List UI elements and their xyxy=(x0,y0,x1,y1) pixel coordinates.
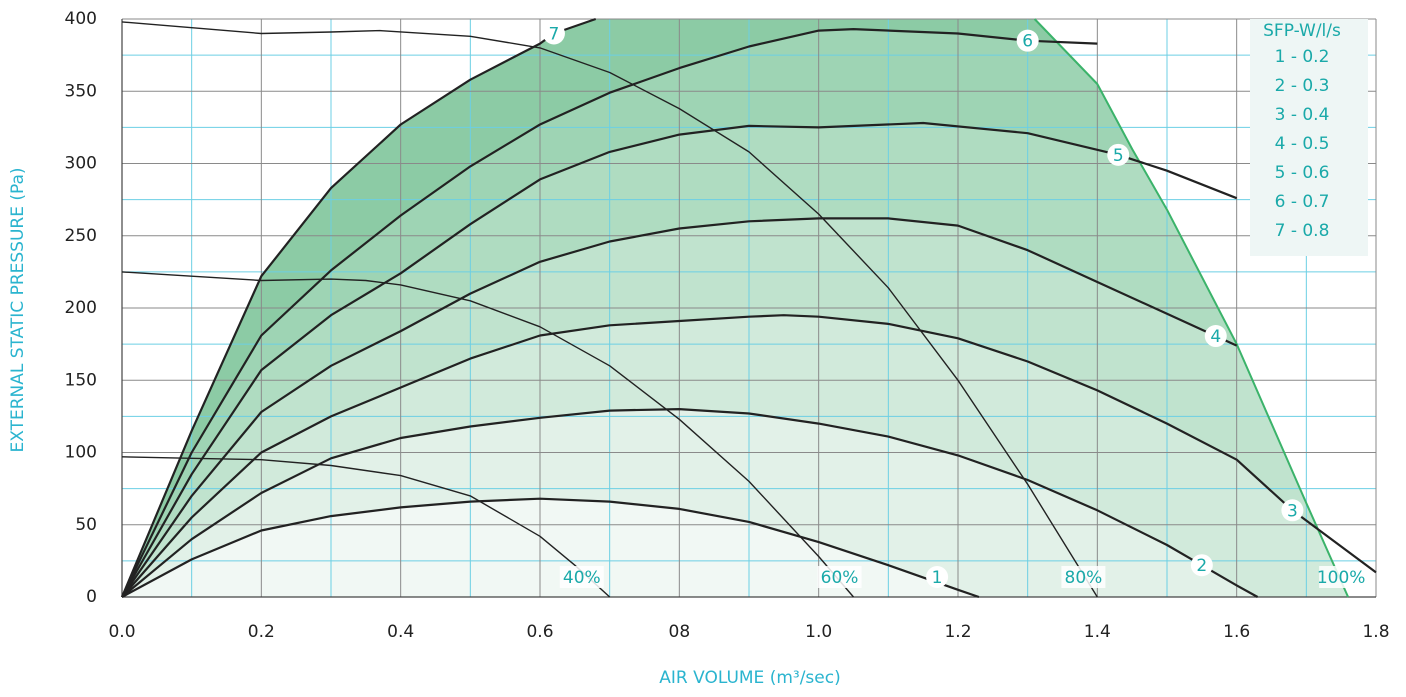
x-tick-label: 0.4 xyxy=(387,622,414,642)
legend-entry: 5 - 0.6 xyxy=(1275,163,1330,183)
curve-label: 6 xyxy=(1022,32,1033,52)
legend: SFP-W/l/s 1 - 0.2 2 - 0.3 3 - 0.4 4 - 0.5 5 -… xyxy=(1250,19,1368,256)
y-tick-label: 300 xyxy=(65,154,97,174)
speed-label: 60% xyxy=(821,568,859,588)
label-bg xyxy=(559,566,604,588)
label-bg xyxy=(1319,566,1364,588)
y-tick-label: 100 xyxy=(65,443,97,463)
y-tick-label: 50 xyxy=(75,515,97,535)
legend-title: SFP-W/l/s xyxy=(1263,21,1341,41)
curve-badge xyxy=(1190,554,1213,577)
speed-label: 80% xyxy=(1065,568,1103,588)
legend-box xyxy=(1250,19,1368,256)
curve-label: 5 xyxy=(1113,146,1124,166)
curve-badge xyxy=(1281,499,1304,522)
label-bg xyxy=(817,566,862,588)
curve-label: 7 xyxy=(549,24,560,44)
curve-label: 3 xyxy=(1287,501,1298,521)
curve-badge xyxy=(542,22,565,45)
sfp-curve xyxy=(121,408,1259,598)
legend-entry: 2 - 0.3 xyxy=(1275,76,1330,96)
sfp-curve xyxy=(121,217,1238,598)
x-axis-title: AIR VOLUME (m³/sec) xyxy=(659,668,840,688)
x-tick-label: 1.0 xyxy=(805,622,832,642)
speed-curve xyxy=(1033,18,1350,598)
x-tick-label: 1.6 xyxy=(1223,622,1250,642)
sfp-curve xyxy=(121,314,1377,598)
x-tick-label: 08 xyxy=(669,622,691,642)
sfp-curve xyxy=(121,121,1238,598)
x-tick-label: 0.6 xyxy=(526,622,553,642)
x-tick-label: 0.2 xyxy=(248,622,275,642)
speed-curve xyxy=(121,271,855,598)
label-bg xyxy=(1061,566,1106,588)
x-tick-label: 1.8 xyxy=(1362,622,1389,642)
curve-badge xyxy=(926,566,949,588)
legend-entry: 6 - 0.7 xyxy=(1275,192,1330,212)
x-tick-label: 1.4 xyxy=(1084,622,1111,642)
curve-label: 4 xyxy=(1210,327,1221,347)
labels: 0.0 0.2 0.4 0.6 08 1.0 1.2 1.4 1.6 1.8 0 50 100 150 20… xyxy=(65,9,1390,642)
curve-label: 2 xyxy=(1196,556,1207,576)
legend-entry: 7 - 0.8 xyxy=(1275,221,1330,241)
curve-badge xyxy=(1204,325,1227,348)
sfp-curve xyxy=(121,28,1098,598)
legend-entry: 4 - 0.5 xyxy=(1275,134,1330,154)
y-tick-label: 400 xyxy=(65,9,97,29)
y-tick-label: 200 xyxy=(65,298,97,318)
y-tick-label: 0 xyxy=(86,587,97,607)
curve-badge xyxy=(1016,29,1039,52)
y-axis-title: EXTERNAL STATIC PRESSURE (Pa) xyxy=(8,167,28,452)
x-tick-label: 0.0 xyxy=(108,622,135,642)
legend-entry: 3 - 0.4 xyxy=(1275,105,1330,125)
speed-curve xyxy=(121,456,611,598)
speed-curve xyxy=(121,21,1098,598)
curve-badge xyxy=(1107,143,1130,166)
y-tick-label: 350 xyxy=(65,81,97,101)
sfp-curve xyxy=(121,497,980,599)
x-tick-label: 1.2 xyxy=(944,622,971,642)
curve-label: 1 xyxy=(932,568,943,588)
curves xyxy=(120,17,1377,599)
legend-entry: 1 - 0.2 xyxy=(1275,47,1330,67)
speed-label: 100% xyxy=(1317,568,1366,588)
y-tick-label: 150 xyxy=(65,370,97,390)
y-tick-label: 250 xyxy=(65,226,97,246)
speed-label: 40% xyxy=(563,568,601,588)
